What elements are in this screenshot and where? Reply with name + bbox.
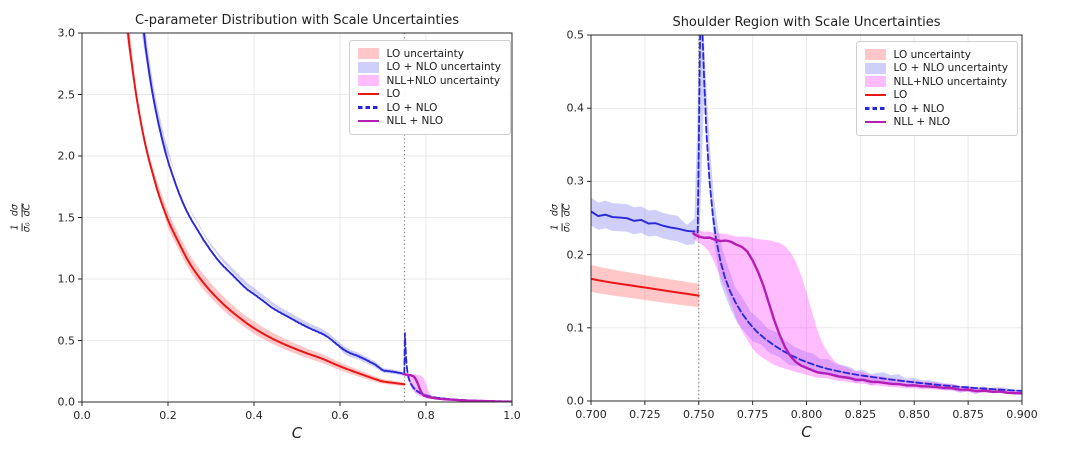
curve-nll-nlo [692, 232, 1022, 395]
x-tick-label: 0.6 [331, 409, 349, 422]
legend-dashed-line-swatch [864, 107, 886, 110]
legend-item: LO uncertainty [864, 48, 1008, 61]
legend-label: LO [386, 88, 401, 100]
y-tick-label: 1.5 [57, 211, 76, 224]
legend-item: LO + NLO uncertainty [357, 61, 501, 73]
fraction-dsigma-dC: dσ dC [9, 202, 33, 217]
legend-right: LO uncertainty LO + NLO uncertainty NLL+NL… [855, 41, 1018, 136]
x-tick-label: 0.0 [73, 409, 91, 422]
uncertainty-band [591, 264, 699, 308]
fraction-dsigma-dC: dσ dC [549, 203, 573, 218]
legend-label: LO uncertainty [386, 47, 464, 60]
curve-lo-nlo-solid-region- [143, 33, 405, 375]
y-axis-label-left: 1 σ₀ dσ dC [9, 200, 34, 235]
x-tick-label: 0.825 [844, 408, 877, 421]
x-tick-label: 0.775 [736, 408, 769, 421]
y-tick-label: 0.5 [57, 334, 76, 347]
curve-lo [127, 33, 406, 386]
legend-item: NLL + NLO [357, 115, 501, 127]
legend-item: LO uncertainty [357, 47, 501, 60]
fraction-one-over-sigma0: 1 σ₀ [549, 222, 573, 233]
legend-label: LO + NLO uncertainty [386, 61, 501, 73]
legend-line-swatch [357, 119, 379, 123]
panel-title-right: Shoulder Region with Scale Uncertainties [672, 15, 941, 30]
legend-patch-swatch [864, 62, 886, 74]
legend-label: LO + NLO [386, 101, 438, 114]
x-axis-label-right: C [801, 423, 812, 441]
legend-patch-swatch [357, 61, 379, 73]
legend-item: LO [357, 88, 501, 100]
curve-nll-nlo [402, 372, 512, 402]
legend-item: NLL+NLO uncertainty [357, 74, 501, 87]
x-tick-label: 0.850 [898, 408, 931, 421]
legend-patch-swatch [864, 76, 886, 87]
y-tick-label: 0.5 [566, 28, 585, 42]
legend-item: LO + NLO uncertainty [864, 62, 1008, 74]
uncertainty-band [693, 228, 1022, 395]
plot-area-panel-0 [82, 33, 512, 402]
legend-line-swatch [864, 93, 886, 97]
legend-left: LO uncertainty LO + NLO uncertainty NLL+NL… [348, 40, 511, 135]
x-tick-label: 0.725 [629, 408, 661, 421]
y-axis-label-right: 1 σ₀ dσ dC [549, 201, 574, 236]
y-tick-label: 0.0 [57, 395, 76, 409]
y-tick-label: 1.0 [57, 272, 76, 286]
legend-label: LO [893, 89, 908, 101]
y-tick-label: 0.1 [566, 321, 585, 335]
y-tick-label: 2.0 [57, 149, 76, 163]
legend-item: NLL+NLO uncertainty [864, 75, 1008, 88]
legend-patch-swatch [357, 48, 379, 59]
y-tick-label: 0.3 [566, 174, 585, 188]
legend-label: NLL+NLO uncertainty [893, 75, 1008, 88]
x-tick-label: 0.2 [159, 409, 177, 422]
x-tick-label: 0.750 [683, 408, 715, 421]
x-tick-label: 0.8 [417, 409, 435, 422]
x-axis-label-left: C [291, 424, 303, 442]
y-tick-label: 2.5 [57, 88, 76, 101]
x-tick-label: 0.900 [1006, 408, 1038, 421]
legend-patch-swatch [864, 49, 886, 60]
x-tick-label: 0.875 [952, 408, 984, 421]
y-tick-label: 3.0 [57, 26, 76, 40]
legend-item: NLL + NLO [864, 116, 1008, 128]
legend-label: NLL + NLO [893, 116, 951, 128]
legend-label: LO + NLO [893, 102, 945, 115]
fraction-one-over-sigma0: 1 σ₀ [9, 221, 33, 232]
x-tick-label: 1.0 [503, 409, 521, 422]
curve-lo-nlo-dashed-beyond-shoulder- [696, 35, 1022, 392]
legend-label: LO + NLO uncertainty [893, 62, 1008, 74]
x-tick-label: 0.800 [790, 408, 823, 421]
y-tick-label: 0.4 [566, 101, 585, 115]
legend-label: NLL+NLO uncertainty [386, 74, 501, 87]
legend-dashed-line-swatch [357, 106, 379, 109]
x-tick-label: 0.4 [245, 409, 263, 422]
uncertainty-band [403, 373, 512, 402]
legend-line-swatch [864, 120, 886, 124]
y-tick-label: 0.2 [566, 248, 585, 262]
legend-item: LO [864, 89, 1008, 101]
panel-title-left: C-parameter Distribution with Scale Unce… [135, 13, 459, 28]
x-tick-label: 0.700 [575, 408, 607, 421]
legend-label: NLL + NLO [386, 115, 444, 127]
legend-patch-swatch [357, 75, 379, 86]
legend-item: LO + NLO [864, 102, 1008, 115]
legend-line-swatch [357, 92, 379, 96]
y-tick-label: 0.0 [566, 394, 585, 408]
legend-label: LO uncertainty [893, 48, 971, 61]
legend-item: LO + NLO [357, 101, 501, 114]
